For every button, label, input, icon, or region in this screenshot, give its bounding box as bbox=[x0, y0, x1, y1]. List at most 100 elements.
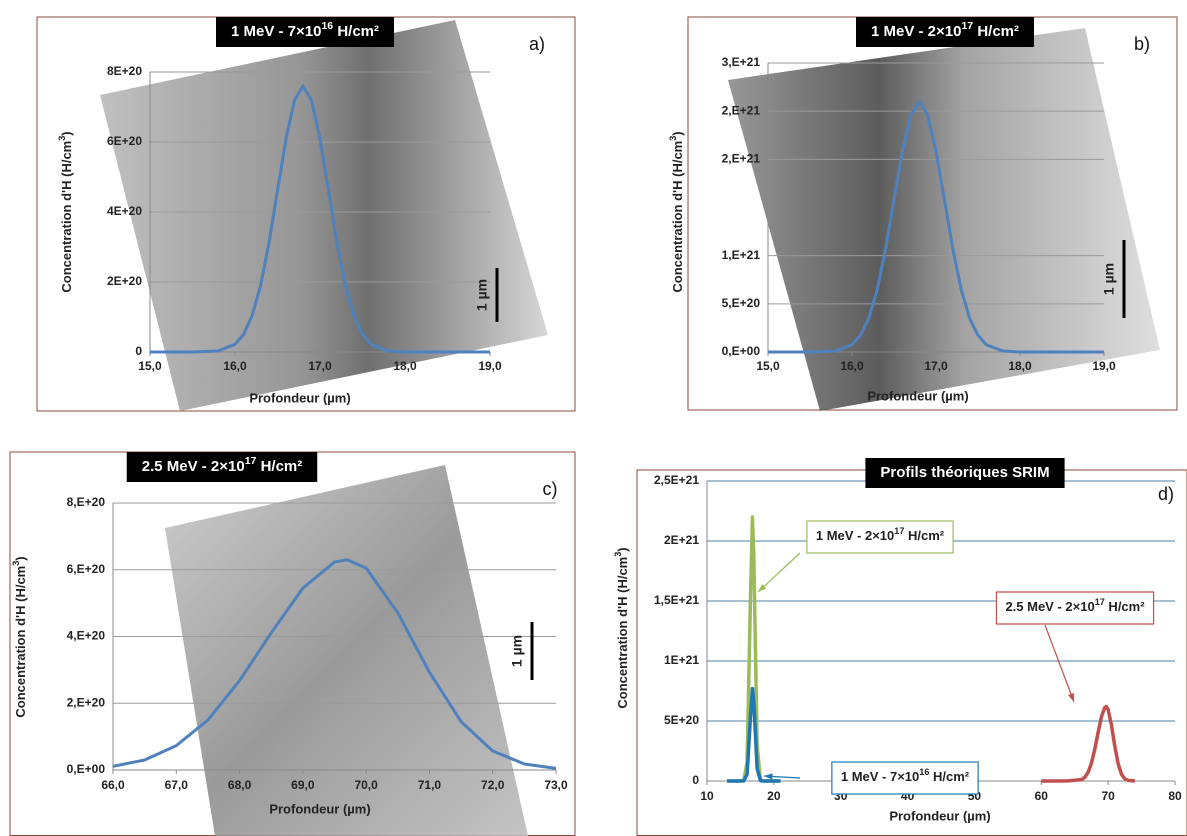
superscript: 3 bbox=[668, 136, 678, 141]
annotation-arrow bbox=[1044, 624, 1075, 703]
annotation-box bbox=[831, 761, 979, 795]
text-part: Concentration d'H (H/cm bbox=[13, 566, 28, 718]
x-tick-label: 19,0 bbox=[1092, 359, 1116, 373]
micrograph bbox=[165, 465, 528, 836]
y-tick-label: 2E+20 bbox=[107, 274, 142, 288]
x-tick-label: 70,0 bbox=[354, 778, 378, 792]
superscript: 16 bbox=[321, 20, 333, 32]
text-part: H/cm² bbox=[333, 23, 379, 40]
y-tick-label: 6,E+20 bbox=[67, 562, 106, 576]
y-axis-label: Concentration d'H (H/cm3) bbox=[613, 547, 630, 708]
x-axis-label: Profondeur (µm) bbox=[867, 388, 968, 403]
y-tick-label: 2,E+21 bbox=[722, 152, 761, 166]
text-part: H/cm² bbox=[973, 23, 1019, 40]
annotation-arrowhead bbox=[1068, 693, 1074, 702]
x-axis-label: Profondeur (µm) bbox=[249, 390, 350, 405]
y-tick-label: 3,E+21 bbox=[722, 55, 761, 69]
superscript: 3 bbox=[613, 552, 623, 557]
y-tick-label: 2E+21 bbox=[664, 533, 699, 547]
text-part: 1 MeV - 7×10 bbox=[231, 23, 321, 40]
x-tick-label: 66,0 bbox=[101, 778, 125, 792]
series-label: 2.5 MeV - 2×1017 H/cm² bbox=[1005, 597, 1145, 614]
x-tick-label: 68,0 bbox=[228, 778, 252, 792]
x-tick-label: 71,0 bbox=[418, 778, 442, 792]
text-part: Concentration d'H (H/cm bbox=[59, 141, 74, 293]
x-tick-label: 10 bbox=[700, 789, 714, 803]
panel-label: b) bbox=[1134, 34, 1150, 54]
x-tick-label: 73,0 bbox=[544, 778, 568, 792]
text-part: Profils théoriques SRIM bbox=[880, 464, 1049, 481]
data-line bbox=[1041, 704, 1136, 783]
data-line bbox=[112, 558, 557, 770]
text-part: H/cm² bbox=[904, 528, 944, 543]
annotation-box bbox=[806, 520, 954, 554]
text-part: 1 MeV - 2×10 bbox=[871, 23, 961, 40]
text-part: ) bbox=[13, 556, 28, 560]
data-line bbox=[727, 686, 781, 783]
micrograph bbox=[728, 28, 1160, 411]
y-tick-label: 2,5E+21 bbox=[654, 473, 699, 487]
superscript: 17 bbox=[961, 20, 973, 32]
superscript: 17 bbox=[894, 526, 904, 536]
x-tick-label: 16,0 bbox=[223, 359, 247, 373]
y-tick-label: 2,E+21 bbox=[722, 103, 761, 117]
x-tick-label: 72,0 bbox=[481, 778, 505, 792]
panel-label: d) bbox=[1158, 484, 1174, 504]
x-tick-label: 16,0 bbox=[840, 359, 864, 373]
y-tick-label: 5E+20 bbox=[664, 713, 699, 727]
y-tick-label: 5,E+20 bbox=[722, 296, 761, 310]
x-axis-label: Profondeur (µm) bbox=[269, 801, 370, 816]
y-tick-label: 8E+20 bbox=[107, 64, 142, 78]
y-axis-label: Concentration d'H (H/cm3) bbox=[668, 131, 685, 292]
text-part: H/cm² bbox=[929, 769, 969, 784]
x-tick-label: 20 bbox=[767, 789, 781, 803]
annotation-arrowhead bbox=[764, 773, 773, 780]
x-tick-label: 15,0 bbox=[756, 359, 780, 373]
panel-label: c) bbox=[543, 479, 558, 499]
text-part: Concentration d'H (H/cm bbox=[670, 141, 685, 293]
micrograph bbox=[100, 20, 548, 411]
text-part: 1 MeV - 2×10 bbox=[816, 528, 894, 543]
text-part: ) bbox=[59, 131, 74, 135]
scale-bar-label: 1 µm bbox=[474, 279, 490, 311]
y-tick-label: 2,E+20 bbox=[67, 695, 106, 709]
y-tick-label: 1,5E+21 bbox=[654, 593, 699, 607]
x-tick-label: 60 bbox=[1035, 789, 1049, 803]
chart-title: Profils théoriques SRIM bbox=[880, 464, 1049, 481]
y-tick-label: 0 bbox=[135, 344, 142, 358]
x-tick-label: 18,0 bbox=[393, 359, 417, 373]
text-part: H/cm² bbox=[256, 458, 302, 475]
y-tick-label: 0 bbox=[692, 773, 699, 787]
title-box bbox=[126, 452, 318, 482]
text-part: 1 MeV - 7×10 bbox=[841, 769, 919, 784]
superscript: 3 bbox=[11, 561, 21, 566]
y-tick-label: 0,E+00 bbox=[722, 344, 761, 358]
y-tick-label: 1,E+21 bbox=[722, 248, 761, 262]
series-label: 1 MeV - 7×1016 H/cm² bbox=[841, 767, 970, 784]
y-tick-label: 4,E+20 bbox=[67, 629, 106, 643]
y-tick-label: 4E+20 bbox=[107, 204, 142, 218]
series-label: 1 MeV - 2×1017 H/cm² bbox=[816, 526, 945, 543]
title-box bbox=[865, 458, 1065, 488]
y-axis-label: Concentration d'H (H/cm3) bbox=[11, 556, 28, 717]
x-tick-label: 80 bbox=[1168, 789, 1182, 803]
annotation-arrowhead bbox=[758, 584, 767, 592]
y-tick-label: 8,E+20 bbox=[67, 495, 106, 509]
x-tick-label: 17,0 bbox=[924, 359, 948, 373]
x-tick-label: 19,0 bbox=[478, 359, 502, 373]
scale-bar-label: 1 µm bbox=[1101, 263, 1117, 295]
text-part: Concentration d'H (H/cm bbox=[615, 557, 630, 709]
text-part: H/cm² bbox=[1105, 599, 1145, 614]
title-box bbox=[856, 17, 1034, 47]
superscript: 3 bbox=[57, 136, 67, 141]
text-part: ) bbox=[670, 131, 685, 135]
x-tick-label: 69,0 bbox=[291, 778, 315, 792]
y-axis-label: Concentration d'H (H/cm3) bbox=[57, 131, 74, 292]
y-tick-label: 0,E+00 bbox=[67, 762, 106, 776]
annotation-box bbox=[995, 591, 1155, 625]
chart-title: 1 MeV - 7×1016 H/cm² bbox=[231, 20, 379, 40]
superscript: 17 bbox=[245, 455, 257, 467]
x-tick-label: 70 bbox=[1101, 789, 1115, 803]
y-tick-label: 6E+20 bbox=[107, 134, 142, 148]
